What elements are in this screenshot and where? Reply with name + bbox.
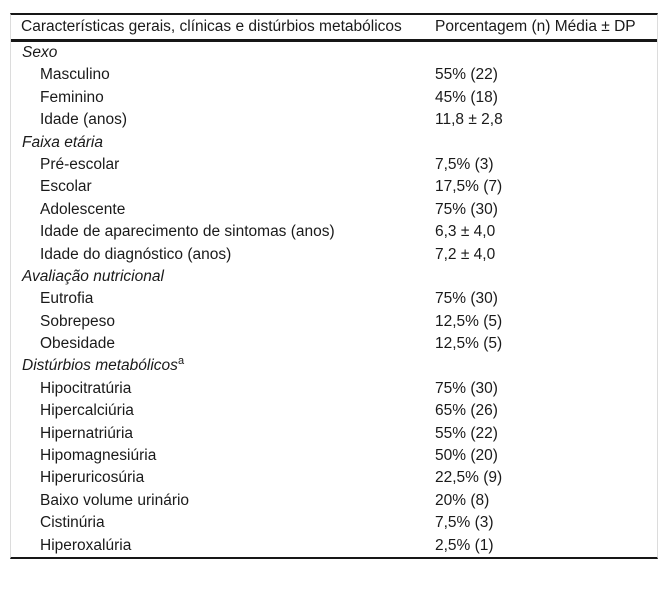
- table-row: Idade de aparecimento de sintomas (anos)…: [11, 221, 657, 243]
- row-label: Idade do diagnóstico (anos): [40, 245, 232, 263]
- table-row: Idade (anos) 11,8 ± 2,8: [11, 109, 657, 131]
- row-label: Baixo volume urinário: [40, 491, 190, 509]
- characteristics-table: Características gerais, clínicas e distú…: [10, 13, 658, 559]
- table-row: Cistinúria 7,5% (3): [11, 512, 657, 534]
- row-label: Masculino: [40, 66, 110, 84]
- table-row: Escolar 17,5% (7): [11, 176, 657, 198]
- section-row-avaliacao-nutricional: Avaliação nutricional: [11, 266, 657, 288]
- row-label: Escolar: [40, 178, 92, 196]
- row-value: 20% (8): [435, 491, 490, 509]
- table-row: Obesidade 12,5% (5): [11, 333, 657, 355]
- section-row-disturbios-metabolicos: Distúrbios metabólicosa: [11, 355, 657, 377]
- table-row: Feminino 45% (18): [11, 87, 657, 109]
- row-value: 75% (30): [435, 379, 498, 397]
- table-row: Hipercalciúria 65% (26): [11, 400, 657, 422]
- row-label: Hiperuricosúria: [40, 469, 145, 487]
- table-row: Sobrepeso 12,5% (5): [11, 311, 657, 333]
- footnote-marker-a: a: [177, 355, 185, 368]
- column-header-values: Porcentagem (n) Média ± DP: [435, 18, 636, 35]
- row-label: Pré-escolar: [40, 155, 120, 173]
- table-header-row: Características gerais, clínicas e distú…: [11, 15, 657, 42]
- row-label: Sobrepeso: [40, 312, 115, 330]
- row-label: Feminino: [40, 88, 104, 106]
- row-value: 2,5% (1): [435, 536, 494, 554]
- row-value: 22,5% (9): [435, 469, 503, 487]
- section-label: Sexo: [22, 44, 58, 61]
- table-row: Hipomagnesiúria 50% (20): [11, 445, 657, 467]
- row-label: Hipomagnesiúria: [40, 447, 157, 465]
- row-label: Adolescente: [40, 200, 126, 218]
- row-label: Hipercalciúria: [40, 402, 134, 420]
- row-value: 7,5% (3): [435, 155, 494, 173]
- table-row: Idade do diagnóstico (anos) 7,2 ± 4,0: [11, 244, 657, 266]
- row-value: 7,5% (3): [435, 514, 494, 532]
- table-row: Hipocitratúria 75% (30): [11, 378, 657, 400]
- table-row: Hiperoxalúria 2,5% (1): [11, 535, 657, 557]
- table-row: Baixo volume urinário 20% (8): [11, 490, 657, 512]
- row-label: Obesidade: [40, 335, 115, 353]
- section-label: Distúrbios metabólicos: [22, 357, 178, 375]
- section-label: Avaliação nutricional: [22, 267, 164, 285]
- row-value: 17,5% (7): [435, 178, 503, 196]
- table-row: Eutrofia 75% (30): [11, 288, 657, 310]
- row-value: 12,5% (5): [435, 335, 503, 353]
- section-row-sexo: Sexo: [11, 42, 657, 64]
- row-value: 6,3 ± 4,0: [435, 223, 496, 241]
- row-label: Hipernatriúria: [40, 424, 134, 442]
- row-value: 75% (30): [435, 290, 498, 308]
- row-value: 50% (20): [435, 447, 498, 465]
- table-row: Adolescente 75% (30): [11, 199, 657, 221]
- row-value: 55% (22): [435, 66, 498, 84]
- table-row: Hiperuricosúria 22,5% (9): [11, 467, 657, 489]
- table-row: Hipernatriúria 55% (22): [11, 423, 657, 445]
- column-header-characteristics: Características gerais, clínicas e distú…: [21, 18, 402, 35]
- row-value: 7,2 ± 4,0: [435, 245, 496, 263]
- row-value: 11,8 ± 2,8: [435, 111, 503, 129]
- row-label: Hiperoxalúria: [40, 536, 132, 554]
- section-row-faixa-etaria: Faixa etária: [11, 132, 657, 154]
- row-value: 65% (26): [435, 402, 498, 420]
- row-label: Hipocitratúria: [40, 379, 132, 397]
- row-label: Idade de aparecimento de sintomas (anos): [40, 223, 335, 241]
- table-row: Pré-escolar 7,5% (3): [11, 154, 657, 176]
- row-label: Eutrofia: [40, 290, 94, 308]
- row-value: 45% (18): [435, 88, 498, 106]
- row-value: 75% (30): [435, 200, 498, 218]
- row-label: Cistinúria: [40, 514, 105, 532]
- row-value: 12,5% (5): [435, 312, 503, 330]
- row-label: Idade (anos): [40, 111, 128, 129]
- section-label: Faixa etária: [22, 133, 103, 151]
- row-value: 55% (22): [435, 424, 498, 442]
- table-row: Masculino 55% (22): [11, 64, 657, 86]
